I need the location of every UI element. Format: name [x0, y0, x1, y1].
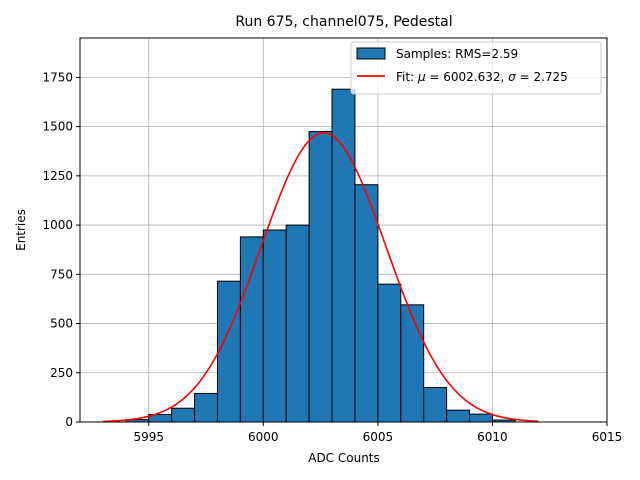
legend: Samples: RMS=2.59 Fit: μ = 6002.632, σ =…	[350, 41, 602, 95]
y-tick-label: 0	[65, 415, 73, 429]
x-tick-label: 6005	[363, 430, 394, 444]
legend-box	[350, 41, 602, 95]
histogram-bar	[239, 236, 264, 423]
legend-fit-label: Fit: μ = 6002.632, σ = 2.725	[396, 70, 568, 84]
y-tick-label: 750	[50, 267, 73, 281]
x-axis-label: ADC Counts	[308, 451, 380, 465]
legend-samples-swatch	[356, 47, 386, 60]
x-tick-label: 6015	[592, 430, 623, 444]
histogram-bars	[125, 88, 516, 423]
histogram-bar	[400, 304, 425, 423]
y-tick-label: 250	[50, 366, 73, 380]
histogram-bar	[446, 409, 471, 423]
histogram-bar	[194, 392, 218, 423]
y-axis-label: Entries	[14, 209, 28, 251]
y-tick-label: 1250	[42, 169, 73, 183]
histogram-bar	[423, 387, 448, 423]
legend-fit-prefix: Fit:	[396, 70, 418, 84]
histogram-bar	[377, 283, 402, 423]
histogram-bar	[171, 407, 196, 423]
x-tick-label: 6010	[477, 430, 508, 444]
x-tick-label: 6000	[248, 430, 279, 444]
histogram-bar	[469, 413, 493, 423]
y-axis-ticks: 0 250 500 750 1000 1250 1500 1750	[42, 70, 80, 429]
y-tick-label: 1000	[42, 218, 73, 232]
histogram-bar	[354, 184, 379, 423]
legend-fit-mu-value: = 6002.632,	[426, 70, 509, 84]
y-tick-label: 1750	[42, 70, 73, 84]
y-tick-label: 1500	[42, 120, 73, 134]
legend-fit-mu-symbol: μ	[417, 70, 426, 84]
x-tick-label: 5995	[133, 430, 164, 444]
legend-fit-sigma-symbol: σ	[508, 70, 516, 84]
legend-fit-sigma-value: = 2.725	[516, 70, 568, 84]
histogram-bar	[285, 224, 310, 423]
chart-title: Run 675, channel075, Pedestal	[235, 14, 452, 30]
x-axis-ticks: 5995 6000 6005 6010 6015	[133, 422, 622, 444]
axes-frame	[79, 37, 608, 423]
histogram-bar	[216, 280, 241, 423]
fit-curve	[102, 132, 539, 423]
histogram-bar	[308, 131, 333, 423]
y-tick-label: 500	[50, 317, 73, 331]
histogram-bar	[262, 229, 287, 423]
legend-samples-label: Samples: RMS=2.59	[396, 47, 518, 61]
